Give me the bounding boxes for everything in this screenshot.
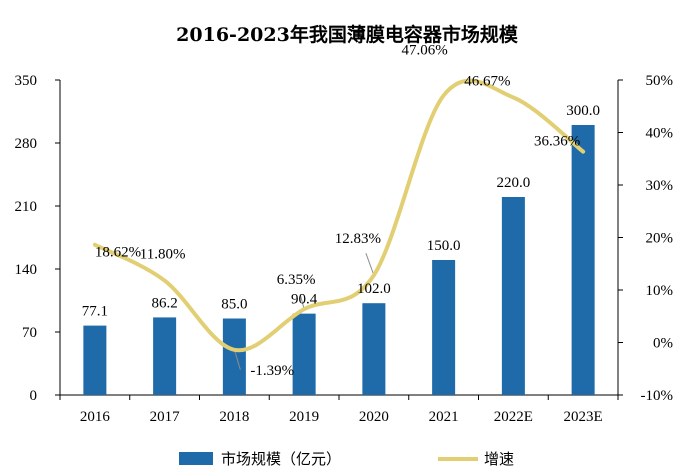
bar-value-label-2019: 90.4	[291, 292, 318, 308]
legend: 市场规模（亿元） 增速	[179, 450, 514, 468]
growth-label-2023E: 36.36%	[534, 134, 580, 150]
leader-line-2020	[365, 252, 375, 276]
left-tick-label: 280	[15, 136, 38, 152]
growth-label-2018: -1.39%	[250, 363, 294, 379]
legend-bar-swatch	[179, 452, 213, 465]
bar-2019	[292, 313, 316, 395]
right-tick-label: 20%	[646, 231, 674, 247]
bar-value-label-2020: 102.0	[357, 281, 391, 297]
bar-series	[83, 125, 595, 395]
left-tick-label: 0	[30, 388, 38, 404]
x-tick-label-2019: 2019	[289, 409, 319, 425]
x-tick-label-2021: 2021	[429, 409, 459, 425]
chart-title: 2016-2023年我国薄膜电容器市场规模	[176, 23, 519, 46]
x-tick-label-2023E: 2023E	[564, 409, 603, 425]
bar-value-label-2017: 86.2	[152, 295, 178, 311]
right-tick-label: 50%	[646, 73, 674, 89]
right-tick-label: -10%	[641, 388, 674, 404]
left-tick-label: 210	[15, 199, 38, 215]
left-tick-label: 70	[22, 325, 37, 341]
bar-2023E	[571, 125, 595, 395]
bar-value-label-2018: 85.0	[221, 297, 247, 313]
bar-2018	[222, 318, 246, 395]
legend-bar-label: 市场规模（亿元）	[221, 450, 341, 468]
growth-label-2022E: 46.67%	[464, 73, 510, 89]
x-tick-label-2020: 2020	[359, 409, 389, 425]
growth-label-2019: 6.35%	[277, 272, 316, 288]
bar-2016	[83, 325, 107, 395]
bar-2021	[432, 260, 456, 395]
right-tick-label: 10%	[646, 283, 674, 299]
right-tick-label: 40%	[646, 126, 674, 142]
bar-value-label-2021: 150.0	[427, 238, 461, 254]
growth-label-2021: 47.06%	[402, 42, 448, 58]
right-tick-label: 30%	[646, 178, 674, 194]
growth-line	[92, 78, 586, 353]
legend-line-label: 增速	[484, 450, 514, 468]
leader-line-2018	[233, 349, 241, 370]
axis-ticks: 0 70 140 210 280 350 -10% 0% 10% 20% 30% 40% 50% 2016…	[15, 73, 674, 425]
bar-2020	[362, 303, 386, 395]
bar-value-label-2022E: 220.0	[497, 175, 531, 191]
leader-lines	[233, 252, 375, 370]
x-tick-label-2017: 2017	[150, 409, 181, 425]
leader-line-2019	[299, 294, 305, 310]
x-tick-label-2018: 2018	[219, 409, 249, 425]
right-tick-label: 0%	[653, 336, 673, 352]
data-labels: 77.1 86.2 85.0 90.4 102.0 150.0 220.0 300.0 18.6…	[82, 42, 600, 378]
bar-2017	[153, 317, 177, 395]
left-tick-label: 350	[15, 73, 38, 89]
x-tick-label-2022E: 2022E	[494, 409, 533, 425]
growth-label-2016: 18.62%	[95, 245, 141, 261]
bar-2022E	[501, 197, 525, 395]
x-tick-label-2016: 2016	[80, 409, 111, 425]
bar-value-label-2023E: 300.0	[566, 103, 600, 119]
growth-label-2017: 11.80%	[140, 247, 186, 263]
growth-label-2020: 12.83%	[335, 231, 381, 247]
bar-value-label-2016: 77.1	[82, 304, 108, 320]
left-tick-label: 140	[15, 262, 38, 278]
